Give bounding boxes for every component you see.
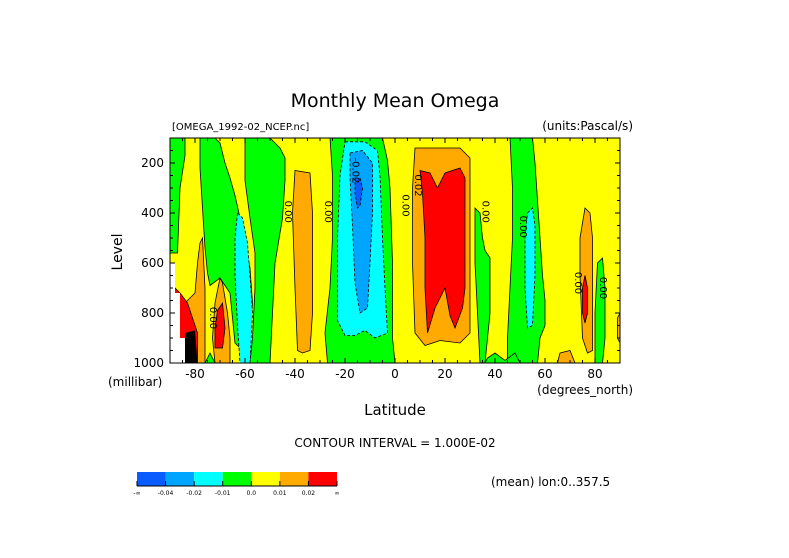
contour-value-label: 0.00: [517, 216, 528, 238]
x-tick-label: 20: [437, 367, 452, 381]
x-tick-label: 0: [391, 367, 399, 381]
x-tick-label: 40: [487, 367, 502, 381]
units-label: (units:Pascal/s): [542, 119, 633, 133]
contour-region-red-sh-70: [214, 301, 226, 349]
dense-contours-region: [185, 330, 198, 363]
legend-swatch: [251, 472, 280, 486]
legend-swatch: [165, 472, 195, 486]
x-tick-label: -20: [335, 367, 355, 381]
contour-value-label: 0.00: [207, 307, 218, 329]
x-axis-label: Latitude: [364, 401, 426, 419]
chart-title: Monthly Mean Omega: [291, 90, 500, 112]
legend-label: 0.0: [247, 490, 257, 497]
contour-value-label: -0.02: [350, 158, 361, 184]
legend-label: -0.04: [158, 490, 174, 497]
contour-region-green-nh-84: [594, 257, 606, 364]
contour-value-label: 0.00: [322, 201, 333, 223]
color-legend: -∞ -0.04 -0.02 -0.01 0.0 0.01 0.02 ∞: [133, 472, 340, 497]
x-tick-label: -80: [185, 367, 205, 381]
contour-region-green-sh-sub: [244, 137, 286, 364]
contour-value-label: 0.00: [597, 277, 608, 299]
contour-value-label: 0.02: [412, 174, 423, 196]
legend-label: ∞: [335, 490, 340, 497]
y-tick-label: 400: [141, 206, 164, 220]
y-tick-label: 800: [141, 306, 164, 320]
y-tick-label: 1000: [133, 356, 164, 370]
legend-swatch: [194, 472, 223, 486]
contour-region-green-nh-36: [474, 207, 491, 364]
y-tick-label: 600: [141, 256, 164, 270]
y-axis-label: Level: [110, 234, 126, 271]
contour-value-label: 0.00: [400, 194, 411, 216]
legend-swatch: [308, 472, 337, 486]
plot-area: 0.00 0.000.00-0.020.000.020.000.000.00 0.0…: [169, 137, 621, 364]
legend-label: -∞: [133, 490, 140, 497]
legend-label: 0.01: [273, 490, 287, 497]
x-tick-label: 80: [587, 367, 602, 381]
x-tick-label: 60: [537, 367, 552, 381]
contour-region-red-nh-20: [419, 167, 466, 334]
contour-value-label: 0.00: [480, 201, 491, 223]
contour-interval-label: CONTOUR INTERVAL = 1.000E-02: [294, 436, 495, 450]
legend-label: -0.01: [215, 490, 231, 497]
legend-label: 0.02: [302, 490, 316, 497]
y-units-label: (millibar): [108, 375, 162, 389]
contour-value-label: 0.00: [572, 272, 583, 294]
legend-swatch: [222, 472, 252, 486]
legend-label: -0.02: [186, 490, 202, 497]
legend-swatch: [279, 472, 309, 486]
contour-region-orange-sh-40: [292, 170, 313, 354]
x-tick-label: -60: [235, 367, 255, 381]
contour-value-label: 0.00: [282, 201, 293, 223]
contour-region-cyan-nh-58: [524, 207, 536, 329]
x-units-label: (degrees_north): [537, 383, 633, 397]
longitude-mean-note: (mean) lon:0..357.5: [491, 475, 610, 489]
missing-data-region: [170, 263, 185, 363]
legend-swatch: [137, 472, 166, 486]
dataset-filename: [OMEGA_1992-02_NCEP.nc]: [172, 122, 309, 133]
x-tick-label: -40: [285, 367, 305, 381]
contour-region-red-nh-78: [582, 275, 588, 324]
contour-region-blue-core: [354, 177, 363, 209]
y-tick-label: 200: [141, 156, 164, 170]
